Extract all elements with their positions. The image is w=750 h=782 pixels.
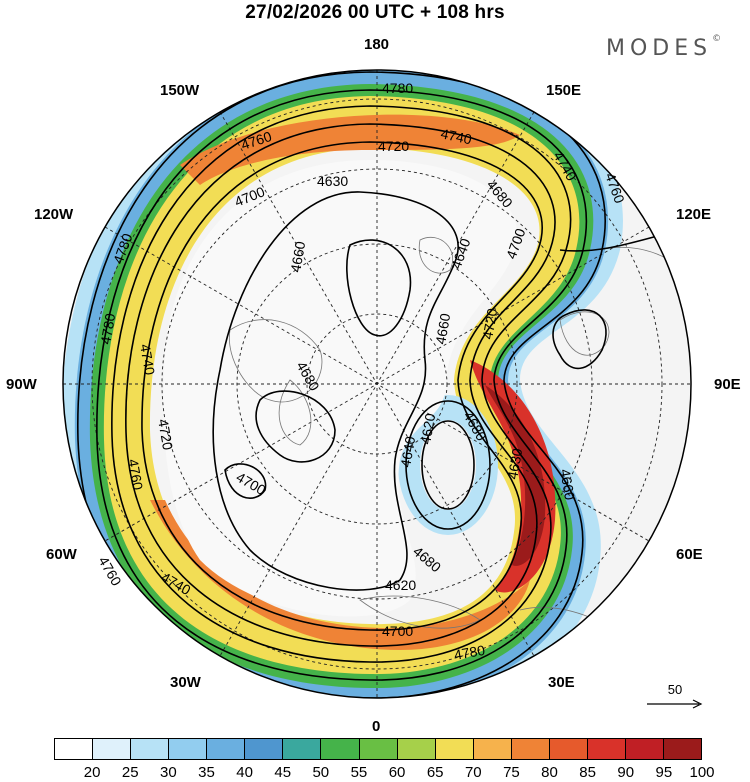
map-title: 27/02/2026 00 UTC + 108 hrs	[245, 2, 505, 23]
colorbar-swatch	[320, 739, 359, 759]
contour-label: 4640	[397, 435, 418, 469]
contour-label: 4630	[317, 173, 348, 189]
lon-label-120w: 120W	[34, 206, 74, 223]
contour-label: 4740	[439, 125, 473, 147]
colorbar-swatch	[130, 739, 169, 759]
lon-label-150w: 150W	[160, 82, 200, 99]
contour-label: 4780	[382, 80, 413, 96]
arrow-right-icon	[647, 699, 703, 709]
colorbar-swatch	[244, 739, 283, 759]
colorbar-swatch	[434, 739, 473, 759]
colorbar-swatch	[472, 739, 511, 759]
colorbar-tick-label: 55	[350, 764, 368, 781]
wind-speed-colorbar	[54, 738, 702, 760]
colorbar-tick-label: 60	[388, 764, 406, 781]
wind-jet-core-east	[485, 385, 546, 566]
brand-text: MODES	[606, 36, 713, 61]
colorbar-swatch	[548, 739, 587, 759]
colorbar-tick-label: 45	[274, 764, 292, 781]
lon-label-30e: 30E	[548, 674, 575, 691]
colorbar-tick-label: 40	[236, 764, 253, 781]
colorbar-tick-label: 25	[121, 764, 139, 781]
colorbar-swatch	[624, 739, 663, 759]
colorbar-swatch	[510, 739, 549, 759]
contour-label: 4660	[287, 240, 308, 274]
colorbar-tick-label: 50	[312, 764, 330, 781]
contour-label: 4720	[155, 418, 176, 452]
contour-label: 4760	[125, 458, 146, 492]
colorbar-swatch	[168, 739, 207, 759]
contour-label: 4620	[385, 577, 416, 593]
colorbar-tick-label: 85	[579, 764, 596, 781]
contour-label: 4660	[432, 312, 453, 346]
colorbar-swatch	[586, 739, 625, 759]
lon-label-90w: 90W	[6, 376, 37, 393]
map-border	[62, 69, 692, 699]
lon-label-0: 0	[372, 718, 381, 735]
colorbar-swatch	[55, 739, 93, 759]
graticule	[63, 70, 691, 698]
lon-label-30w: 30W	[170, 674, 201, 691]
contour-label: 4620	[417, 412, 438, 446]
contour-label: 4700	[382, 623, 413, 639]
map-disc	[63, 70, 691, 698]
contour-label: 4660	[557, 468, 578, 502]
lon-label-150e: 150E	[546, 82, 582, 99]
colorbar-tick-label: 20	[83, 764, 101, 781]
colorbar-tick-label: 65	[426, 764, 444, 781]
lon-label-60w: 60W	[46, 546, 77, 563]
colorbar-swatch	[282, 739, 321, 759]
colorbar-swatch	[206, 739, 245, 759]
colorbar-swatch	[663, 739, 702, 759]
colorbar-swatch	[396, 739, 435, 759]
colorbar-tick-label: 95	[655, 764, 673, 781]
contour-label: 4720	[378, 138, 409, 154]
colorbar-swatch	[92, 739, 131, 759]
colorbar-tick-label: 70	[464, 764, 482, 781]
wind-vector-reference: 50	[645, 682, 705, 712]
lon-label-90e: 90E	[714, 376, 741, 393]
colorbar-swatch	[358, 739, 397, 759]
brand-logo: MODES©	[606, 34, 722, 61]
colorbar-tick-label: 100	[689, 764, 715, 781]
colorbar-labels: 20 25 30 35 40 45 50 55 60 65 70 75 80 85 90 95 100	[54, 764, 715, 782]
contour-label: 4780	[453, 642, 487, 663]
vector-reference-label: 50	[667, 682, 683, 697]
colorbar-tick-label: 90	[617, 764, 635, 781]
copyright-mark: ©	[712, 34, 722, 44]
lon-label-180: 180	[364, 36, 390, 53]
contour-label: 4720	[479, 307, 500, 341]
lon-label-120e: 120E	[676, 206, 712, 223]
colorbar-tick-label: 30	[160, 764, 177, 781]
colorbar-tick-label: 35	[198, 764, 215, 781]
contour-label: 4630	[504, 447, 525, 481]
cutoff-low-center	[420, 420, 476, 510]
colorbar-tick-label: 75	[503, 764, 520, 781]
contour-label: 4740	[137, 343, 158, 377]
wind-jet-orange-north	[180, 114, 520, 185]
contour-label: 4780	[97, 312, 118, 346]
colorbar-tick-label: 80	[541, 764, 558, 781]
lon-label-60e: 60E	[676, 546, 703, 563]
